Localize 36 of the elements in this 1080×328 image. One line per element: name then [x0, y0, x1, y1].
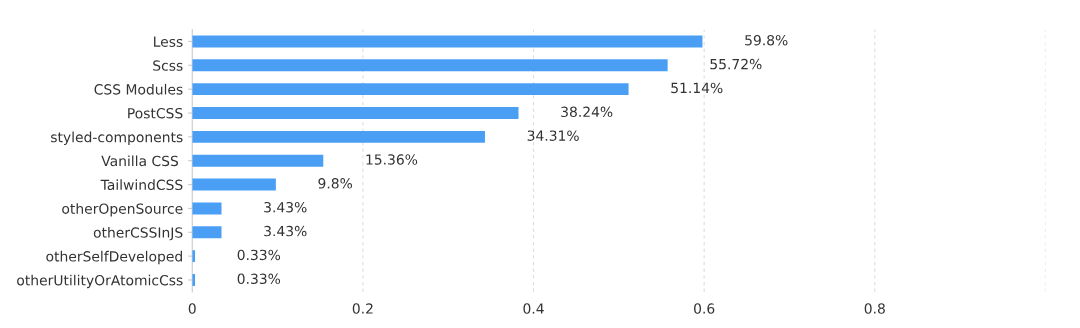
data-label: 55.72%: [710, 58, 762, 70]
bar: [192, 202, 222, 215]
data-label: 59.8%: [745, 34, 788, 46]
data-label: 51.14%: [671, 82, 723, 94]
y-tick-label: Less: [154, 36, 183, 47]
y-tick-label: CSS Modules: [94, 83, 183, 95]
x-tick-label: 0.2: [352, 303, 373, 314]
bar: [192, 59, 668, 72]
x-tick-label: 0: [188, 303, 196, 314]
y-tick-label: PostCSS: [128, 107, 183, 119]
bar: [192, 178, 276, 191]
data-label: 3.43%: [264, 225, 307, 237]
y-tick-label: Vanilla CSS: [101, 155, 179, 167]
data-label: 9.8%: [318, 178, 353, 189]
data-label: 15.36%: [366, 154, 418, 165]
x-tick-label: 0.8: [864, 303, 885, 314]
data-label: 3.43%: [264, 201, 307, 213]
data-label: 0.33%: [237, 249, 281, 261]
data-label: 38.24%: [561, 106, 613, 118]
bar: [192, 35, 703, 48]
y-tick-label: otherSelfDeveloped: [46, 250, 182, 265]
x-tick-label: 0.6: [694, 303, 715, 314]
y-tick-label: styled-components: [51, 131, 183, 146]
y-tick-label: Scss: [153, 60, 183, 71]
x-tick-label: 0.4: [523, 303, 544, 314]
y-tick-label: TailwindCSS: [100, 179, 183, 191]
y-tick-label: otherUtilityOrAtomicCss: [17, 274, 183, 289]
data-label: 0.33%: [237, 273, 281, 285]
data-label: 34.31%: [527, 130, 579, 141]
bar: [192, 130, 485, 143]
y-tick-label: otherOpenSource: [62, 203, 183, 217]
bar: [192, 83, 629, 96]
bar: [192, 154, 324, 167]
y-tick-label: otherCSSInJS: [93, 227, 183, 241]
bar: [192, 226, 222, 239]
bar: [192, 107, 519, 119]
